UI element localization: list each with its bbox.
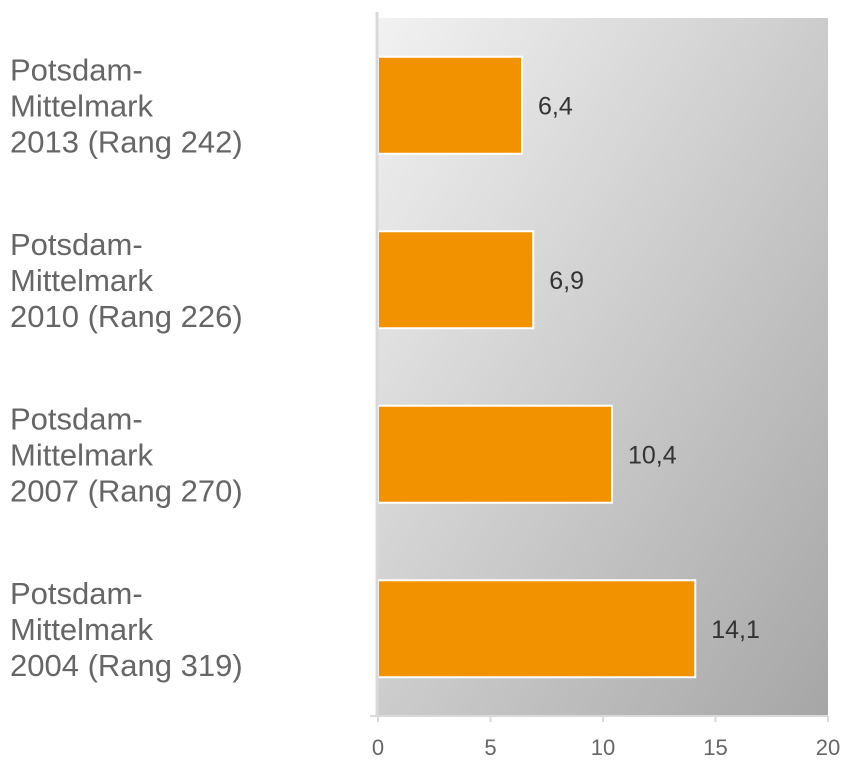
- category-label-line: 2010 (Rang 226): [10, 299, 243, 334]
- bar-2: [377, 404, 613, 504]
- x-tick-label-2: 10: [591, 735, 615, 760]
- category-label-2: Potsdam-Mittelmark 2007 (Rang 270): [10, 401, 243, 508]
- x-tick-label-0: 0: [372, 735, 384, 760]
- x-axis: 0 5 10 15 20: [370, 12, 840, 760]
- category-label-0: Potsdam-Mittelmark 2013 (Rang 242): [10, 52, 243, 159]
- x-tick-label-1: 5: [484, 735, 496, 760]
- category-label-line: Mittelmark: [10, 612, 153, 647]
- category-label-line: 2004 (Rang 319): [10, 648, 243, 683]
- value-label-2: 10,4: [628, 441, 677, 469]
- bar-3: [377, 579, 697, 679]
- category-label-1: Potsdam-Mittelmark 2010 (Rang 226): [10, 227, 243, 334]
- value-label-0: 6,4: [538, 92, 573, 120]
- category-label-line: Mittelmark: [10, 263, 153, 298]
- bars-group: [377, 55, 697, 679]
- bar-0: [377, 55, 523, 155]
- category-label-3: Potsdam-Mittelmark 2004 (Rang 319): [10, 576, 243, 683]
- x-tick-label-3: 15: [703, 735, 727, 760]
- value-labels: 6,4 6,9 10,4 14,1: [538, 92, 760, 644]
- bar-1: [377, 230, 535, 330]
- value-label-1: 6,9: [549, 267, 584, 295]
- category-label-line: Mittelmark: [10, 88, 153, 123]
- x-tick-label-4: 20: [816, 735, 840, 760]
- category-labels: Potsdam-Mittelmark 2013 (Rang 242)Potsdam…: [10, 52, 243, 683]
- category-label-line: 2007 (Rang 270): [10, 473, 243, 508]
- value-label-3: 14,1: [711, 616, 760, 644]
- category-label-line: Potsdam-: [10, 227, 143, 262]
- category-label-line: Mittelmark: [10, 437, 153, 472]
- category-label-line: Potsdam-: [10, 401, 143, 436]
- category-label-line: 2013 (Rang 242): [10, 124, 243, 159]
- category-label-line: Potsdam-: [10, 52, 143, 87]
- category-label-line: Potsdam-: [10, 576, 143, 611]
